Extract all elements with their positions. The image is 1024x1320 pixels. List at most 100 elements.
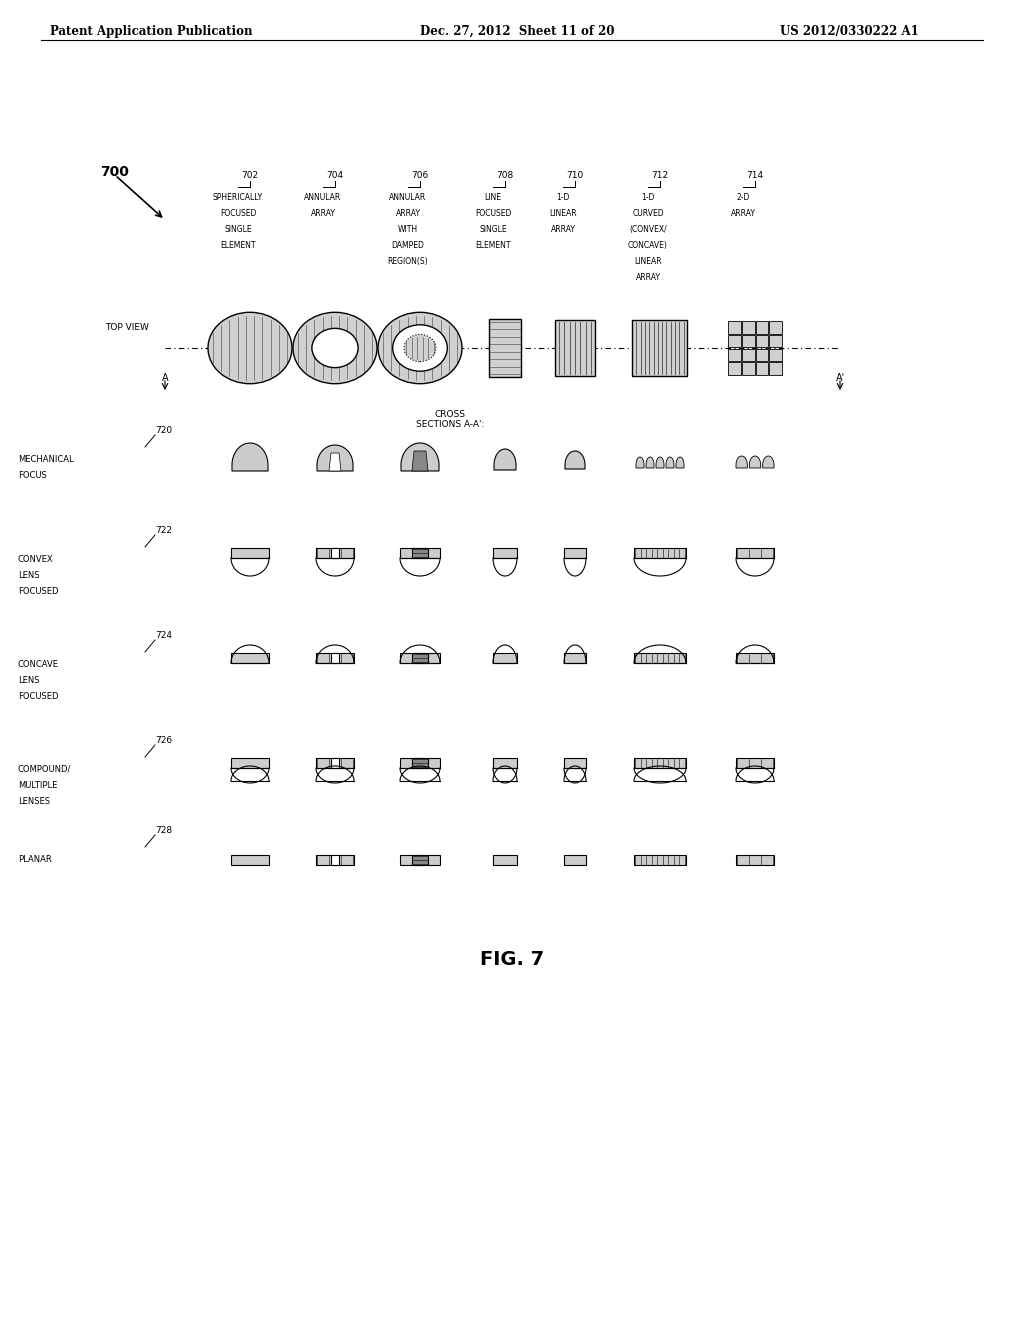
Text: 728: 728	[155, 826, 172, 836]
Polygon shape	[494, 449, 516, 470]
Bar	[331, 548, 339, 558]
Polygon shape	[232, 444, 268, 471]
Bar	[741, 348, 755, 362]
Bar	[493, 653, 517, 663]
Polygon shape	[676, 457, 684, 469]
Bar	[736, 548, 774, 558]
Bar	[736, 758, 774, 768]
Text: LINE: LINE	[484, 193, 502, 202]
Bar	[316, 548, 354, 558]
Bar	[400, 653, 440, 663]
Bar	[231, 758, 269, 768]
Bar	[316, 758, 354, 768]
Bar	[769, 362, 782, 375]
Text: ELEMENT: ELEMENT	[220, 242, 256, 249]
Text: 704: 704	[327, 172, 344, 180]
Text: 710: 710	[566, 172, 584, 180]
Text: 726: 726	[155, 737, 172, 744]
Text: US 2012/0330222 A1: US 2012/0330222 A1	[780, 25, 919, 38]
Bar	[331, 855, 339, 865]
Text: Dec. 27, 2012  Sheet 11 of 20: Dec. 27, 2012 Sheet 11 of 20	[420, 25, 614, 38]
Text: LENS: LENS	[18, 676, 40, 685]
Text: FOCUSED: FOCUSED	[220, 209, 256, 218]
Text: 714: 714	[746, 172, 764, 180]
Text: ARRAY: ARRAY	[551, 224, 575, 234]
Text: 724: 724	[155, 631, 172, 640]
Text: LINEAR: LINEAR	[634, 257, 662, 267]
Text: 700: 700	[100, 165, 129, 180]
Polygon shape	[329, 453, 341, 471]
Text: DAMPED: DAMPED	[391, 242, 424, 249]
Ellipse shape	[378, 313, 462, 384]
Ellipse shape	[392, 325, 447, 371]
Text: ANNULAR: ANNULAR	[389, 193, 427, 202]
Text: ARRAY: ARRAY	[636, 273, 660, 282]
Polygon shape	[763, 455, 774, 469]
Bar	[756, 362, 768, 375]
Bar	[741, 362, 755, 375]
Bar	[564, 548, 586, 558]
Bar	[769, 321, 782, 334]
Bar	[634, 653, 686, 663]
Text: REGION(S): REGION(S)	[388, 257, 428, 267]
Bar	[564, 758, 586, 768]
Bar	[412, 653, 428, 663]
Polygon shape	[412, 451, 428, 471]
Text: 702: 702	[242, 172, 259, 180]
Bar	[564, 855, 586, 865]
Text: MULTIPLE: MULTIPLE	[18, 781, 57, 789]
Bar	[728, 348, 740, 362]
Ellipse shape	[293, 313, 377, 384]
Text: PLANAR: PLANAR	[18, 855, 52, 865]
Text: FOCUS: FOCUS	[18, 471, 47, 480]
Bar	[316, 653, 354, 663]
Text: ARRAY: ARRAY	[395, 209, 421, 218]
Polygon shape	[317, 445, 353, 471]
Text: CONVEX: CONVEX	[18, 554, 53, 564]
Text: Patent Application Publication: Patent Application Publication	[50, 25, 253, 38]
Bar	[493, 758, 517, 768]
Text: ARRAY: ARRAY	[310, 209, 336, 218]
Polygon shape	[736, 455, 748, 469]
Bar	[769, 335, 782, 347]
Text: ANNULAR: ANNULAR	[304, 193, 342, 202]
Bar	[769, 348, 782, 362]
Bar	[756, 348, 768, 362]
Bar	[634, 758, 686, 768]
Polygon shape	[636, 457, 644, 469]
Text: WITH: WITH	[398, 224, 418, 234]
Bar	[231, 548, 269, 558]
Text: 2-D: 2-D	[736, 193, 750, 202]
Polygon shape	[750, 455, 761, 469]
Text: MECHANICAL: MECHANICAL	[18, 455, 74, 465]
Ellipse shape	[208, 313, 292, 384]
Text: CROSS
SECTIONS A-A':: CROSS SECTIONS A-A':	[416, 411, 484, 429]
Text: LENSES: LENSES	[18, 797, 50, 807]
Bar	[756, 321, 768, 334]
Bar	[728, 335, 740, 347]
Bar	[400, 855, 440, 865]
Text: TOP VIEW: TOP VIEW	[105, 323, 148, 333]
Text: CONCAVE: CONCAVE	[18, 660, 59, 669]
Bar	[633, 321, 687, 375]
Bar	[316, 855, 354, 865]
Polygon shape	[656, 457, 664, 469]
Bar	[231, 855, 269, 865]
Bar	[231, 653, 269, 663]
Bar	[400, 548, 440, 558]
Text: COMPOUND/: COMPOUND/	[18, 766, 72, 774]
Bar	[741, 321, 755, 334]
Bar	[493, 548, 517, 558]
Text: 722: 722	[155, 525, 172, 535]
Text: FOCUSED: FOCUSED	[475, 209, 511, 218]
Text: (CONVEX/: (CONVEX/	[629, 224, 667, 234]
Bar	[634, 855, 686, 865]
Text: FOCUSED: FOCUSED	[18, 692, 58, 701]
Text: A: A	[162, 374, 168, 383]
Text: 1-D: 1-D	[556, 193, 569, 202]
Text: FIG. 7: FIG. 7	[480, 950, 544, 969]
Bar	[728, 321, 740, 334]
Text: 708: 708	[497, 172, 514, 180]
Polygon shape	[666, 457, 674, 469]
Bar	[400, 758, 440, 768]
